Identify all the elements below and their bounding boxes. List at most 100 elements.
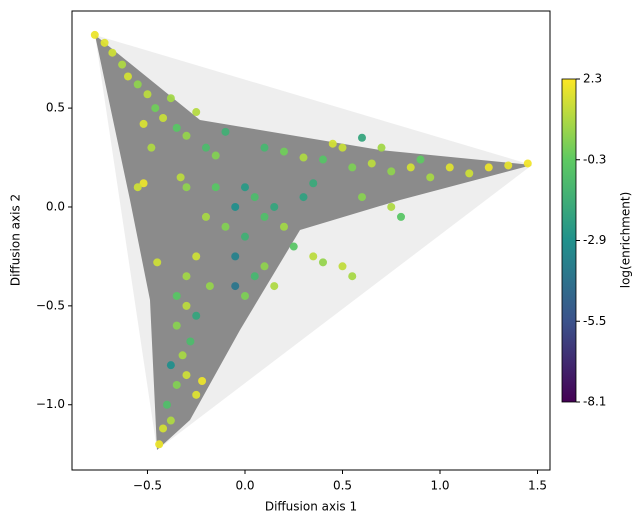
point [270,282,279,291]
point [166,94,175,103]
point [221,127,230,136]
point [445,163,454,172]
point [270,202,279,211]
point [406,163,415,172]
y-tick-label: 0.0 [46,199,65,213]
point [348,272,357,281]
point [318,258,327,267]
point [231,202,240,211]
point [231,252,240,261]
edge-network [95,35,532,450]
point [338,143,347,152]
point [159,424,168,433]
point [367,159,376,168]
colorbar-tick-label: -2.9 [583,233,606,247]
point [198,377,207,386]
point [338,262,347,271]
point [192,108,201,117]
point [192,311,201,320]
point [133,183,142,192]
point [172,321,181,330]
point [182,183,191,192]
point [172,380,181,389]
point [279,147,288,156]
point [133,80,142,89]
point [153,258,162,267]
point [205,282,214,291]
point [90,30,99,39]
point [240,232,249,241]
point [155,440,164,449]
y-tick-label: −1.0 [36,397,65,411]
point [484,163,493,172]
point [139,179,148,188]
point [108,48,117,57]
point [118,60,127,69]
point [289,242,298,251]
point [100,38,109,47]
point [192,252,201,261]
point [231,282,240,291]
point [357,133,366,142]
point [309,252,318,261]
point [211,151,220,160]
plot-frame [71,10,551,471]
point [426,173,435,182]
colorbar-tick-label: -5.5 [583,314,606,328]
point [182,301,191,310]
y-axis-label: Diffusion axis 2 [9,194,23,286]
point [221,222,230,231]
point [186,337,195,346]
point [176,173,185,182]
x-tick-label: 1.5 [528,479,547,493]
point [172,123,181,132]
point [260,262,269,271]
point [416,155,425,164]
colorbar-tick-label: -0.3 [583,152,606,166]
point [465,169,474,178]
point [523,159,532,168]
point [143,90,152,99]
point [172,291,181,300]
colorbar-tick-label: 2.3 [583,72,602,86]
point [159,113,168,122]
point [123,72,132,81]
point [377,143,386,152]
point [387,202,396,211]
point [387,167,396,176]
colorbar-label: log(enrichment) [619,192,633,289]
point [240,291,249,300]
point [162,400,171,409]
point [260,212,269,221]
point [318,155,327,164]
point [211,183,220,192]
point [240,183,249,192]
point [328,139,337,148]
point [299,153,308,162]
x-axis-label: Diffusion axis 1 [265,500,357,514]
point [139,119,148,128]
point [166,361,175,370]
point [260,143,269,152]
point [192,390,201,399]
point [201,143,210,152]
point [182,272,191,281]
x-tick-label: −0.5 [133,479,162,493]
point [299,193,308,202]
point [182,131,191,140]
point [147,143,156,152]
x-tick-label: 0.0 [235,479,254,493]
point [250,193,259,202]
point [397,212,406,221]
x-tick-label: 0.5 [333,479,352,493]
point [182,371,191,380]
point [151,104,160,113]
colorbar-tick-label: -8.1 [583,395,606,409]
y-tick-label: −0.5 [36,298,65,312]
point [357,193,366,202]
point [309,179,318,188]
point [166,416,175,425]
point [279,222,288,231]
colorbar [562,79,576,402]
